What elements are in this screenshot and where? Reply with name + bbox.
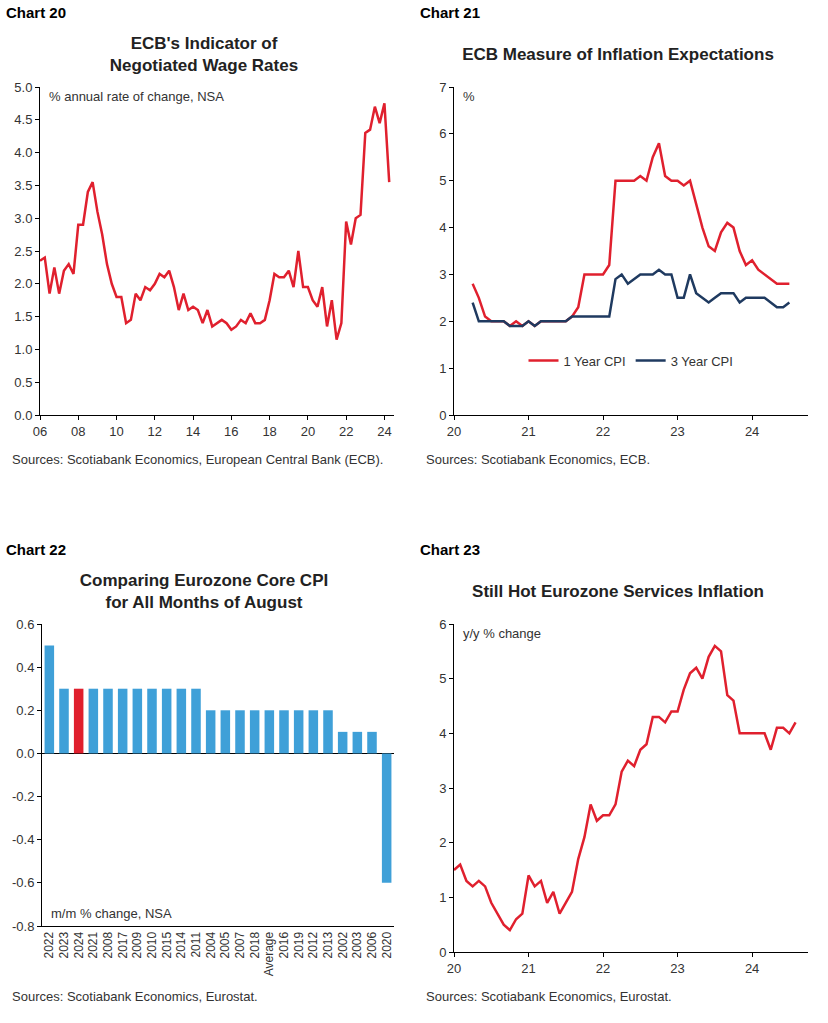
svg-text:2020: 2020 <box>380 931 394 958</box>
svg-text:22: 22 <box>339 424 353 439</box>
svg-text:21: 21 <box>521 961 535 976</box>
svg-text:06: 06 <box>33 424 47 439</box>
svg-text:20: 20 <box>301 424 315 439</box>
svg-text:5.0: 5.0 <box>14 80 32 95</box>
svg-text:3 Year CPI: 3 Year CPI <box>671 354 733 369</box>
svg-text:2007: 2007 <box>233 931 247 958</box>
svg-text:2: 2 <box>439 314 446 329</box>
svg-text:0.6: 0.6 <box>16 617 34 632</box>
html-text:Chart 21: Chart 21 <box>420 4 480 21</box>
svg-text:4.5: 4.5 <box>14 112 32 127</box>
svg-text:1: 1 <box>439 361 446 376</box>
svg-text:1.0: 1.0 <box>14 342 32 357</box>
svg-text:24: 24 <box>377 424 391 439</box>
svg-text:y/y % change: y/y % change <box>463 626 541 641</box>
svg-text:6: 6 <box>439 617 446 632</box>
svg-text:2011: 2011 <box>189 931 203 957</box>
svg-text:2004: 2004 <box>204 931 218 958</box>
svg-text:-0.2: -0.2 <box>12 789 34 804</box>
svg-text:2.5: 2.5 <box>14 244 32 259</box>
svg-text:-0.6: -0.6 <box>12 875 34 890</box>
svg-text:2016: 2016 <box>277 931 291 958</box>
svg-text:6: 6 <box>439 126 446 141</box>
svg-text:5: 5 <box>439 173 446 188</box>
svg-text:2008: 2008 <box>101 931 115 958</box>
html-text:Sources: Scotiabank Economics,: Sources: Scotiabank Economics, Eurostat. <box>12 989 258 1004</box>
svg-text:2013: 2013 <box>321 931 335 958</box>
svg-text:ECB's Indicator ofNegotiated W: ECB's Indicator ofNegotiated Wage Rates <box>110 34 298 75</box>
svg-text:-0.4: -0.4 <box>12 832 34 847</box>
svg-text:2017: 2017 <box>116 931 130 958</box>
svg-text:1.5: 1.5 <box>14 309 32 324</box>
svg-text:-0.8: -0.8 <box>12 919 34 934</box>
svg-text:2018: 2018 <box>248 931 262 958</box>
svg-text:4: 4 <box>439 726 446 741</box>
svg-text:2: 2 <box>439 835 446 850</box>
svg-text:Average: Average <box>262 931 276 976</box>
svg-text:3.0: 3.0 <box>14 211 32 226</box>
svg-text:0.0: 0.0 <box>14 408 32 423</box>
svg-text:4: 4 <box>439 220 446 235</box>
svg-text:22: 22 <box>596 961 610 976</box>
svg-text:0.0: 0.0 <box>16 746 34 761</box>
svg-text:2.0: 2.0 <box>14 276 32 291</box>
svg-text:24: 24 <box>745 961 759 976</box>
html-text:Chart 22: Chart 22 <box>6 541 66 558</box>
svg-text:14: 14 <box>186 424 200 439</box>
svg-text:2021: 2021 <box>86 931 100 958</box>
svg-text:2010: 2010 <box>145 931 159 958</box>
svg-text:% annual rate of change, NSA: % annual rate of change, NSA <box>49 89 224 104</box>
svg-text:10: 10 <box>109 424 123 439</box>
html-text:Chart 23: Chart 23 <box>420 541 480 558</box>
svg-text:24: 24 <box>745 424 759 439</box>
svg-text:21: 21 <box>521 424 535 439</box>
svg-text:0: 0 <box>439 408 446 423</box>
svg-text:%: % <box>463 89 475 104</box>
html-text:Sources: Scotiabank Economics,: Sources: Scotiabank Economics, ECB. <box>426 452 650 467</box>
svg-text:4.0: 4.0 <box>14 145 32 160</box>
svg-text:18: 18 <box>262 424 276 439</box>
svg-text:3.5: 3.5 <box>14 178 32 193</box>
svg-text:23: 23 <box>670 424 684 439</box>
svg-text:1 Year CPI: 1 Year CPI <box>564 354 626 369</box>
svg-text:1: 1 <box>439 890 446 905</box>
svg-text:3: 3 <box>439 267 446 282</box>
svg-text:7: 7 <box>439 80 446 95</box>
svg-text:2002: 2002 <box>336 931 350 958</box>
svg-text:08: 08 <box>71 424 85 439</box>
html-text:Sources: Scotiabank Economics,: Sources: Scotiabank Economics, Eurostat. <box>426 989 672 1004</box>
svg-text:m/m % change, NSA: m/m % change, NSA <box>51 906 172 921</box>
svg-text:2015: 2015 <box>160 931 174 958</box>
svg-text:0.4: 0.4 <box>16 660 34 675</box>
svg-text:23: 23 <box>670 961 684 976</box>
svg-text:0: 0 <box>439 945 446 960</box>
svg-text:22: 22 <box>596 424 610 439</box>
svg-text:2023: 2023 <box>57 931 71 958</box>
svg-text:2022: 2022 <box>42 931 56 958</box>
svg-text:ECB Measure of Inflation Expec: ECB Measure of Inflation Expectations <box>462 45 774 64</box>
svg-text:2009: 2009 <box>130 931 144 958</box>
html-text:Sources: Scotiabank Economics,: Sources: Scotiabank Economics, European … <box>12 452 384 467</box>
html-text:Chart 20: Chart 20 <box>6 4 66 21</box>
svg-text:2012: 2012 <box>306 931 320 958</box>
svg-text:12: 12 <box>148 424 162 439</box>
svg-text:2005: 2005 <box>218 931 232 958</box>
svg-text:2019: 2019 <box>292 931 306 958</box>
svg-text:16: 16 <box>224 424 238 439</box>
svg-text:0.5: 0.5 <box>14 375 32 390</box>
svg-text:20: 20 <box>447 424 461 439</box>
svg-text:Still Hot Eurozone Services In: Still Hot Eurozone Services Inflation <box>472 582 764 601</box>
svg-text:20: 20 <box>447 961 461 976</box>
svg-text:0.2: 0.2 <box>16 703 34 718</box>
svg-text:2014: 2014 <box>174 931 188 958</box>
svg-text:3: 3 <box>439 781 446 796</box>
svg-text:5: 5 <box>439 671 446 686</box>
svg-text:2024: 2024 <box>72 931 86 958</box>
svg-text:2003: 2003 <box>350 931 364 958</box>
svg-text:2006: 2006 <box>365 931 379 958</box>
svg-text:Comparing Eurozone Core CPIfor: Comparing Eurozone Core CPIfor All Month… <box>80 571 328 612</box>
